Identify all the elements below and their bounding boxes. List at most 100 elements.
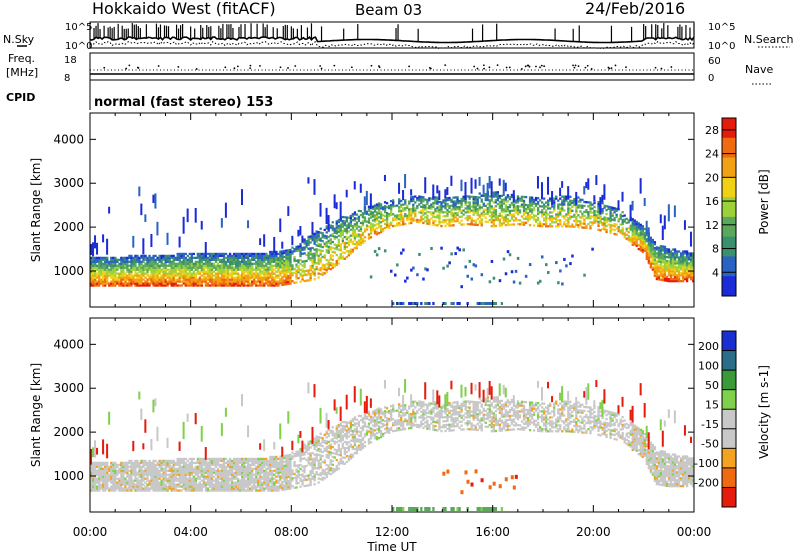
power-cell — [196, 264, 200, 267]
velocity-cell — [172, 467, 175, 470]
power-cell — [685, 274, 689, 277]
power-cell — [104, 284, 107, 287]
power-cell — [164, 280, 167, 283]
nave-dot — [625, 66, 627, 69]
power-cell — [232, 278, 236, 281]
power-cell — [319, 243, 322, 246]
velocity-cell — [162, 479, 165, 482]
power-cell — [547, 271, 550, 275]
power-cell — [210, 270, 214, 273]
power-cell — [257, 262, 260, 265]
power-cell — [394, 216, 397, 219]
velocity-cell — [128, 479, 131, 482]
power-cell — [510, 195, 514, 199]
power-cell — [645, 234, 648, 237]
power-cell — [150, 258, 153, 261]
velocity-cell — [130, 467, 133, 470]
power-cell — [369, 222, 373, 225]
power-cell — [249, 274, 252, 277]
power-cell — [510, 201, 514, 205]
power-cell — [400, 199, 403, 203]
velocity-cell — [168, 461, 171, 465]
velocity-cell — [108, 469, 111, 472]
power-cell — [627, 221, 630, 224]
power-cell — [136, 260, 139, 263]
power-cell — [224, 260, 228, 263]
power-cell — [142, 278, 145, 281]
power-cell — [196, 268, 200, 271]
nave-dot — [535, 65, 537, 68]
power-cell — [627, 219, 630, 222]
power-cell — [327, 245, 330, 248]
power-cell — [184, 264, 187, 267]
power-cell — [530, 204, 534, 207]
power-cell — [204, 278, 208, 281]
power-cell — [152, 280, 155, 283]
power-cell — [567, 201, 570, 204]
power-cell — [255, 262, 258, 265]
power-cell — [150, 280, 153, 283]
velocity-cell — [160, 461, 163, 465]
power-cell — [420, 199, 423, 203]
power-cell — [142, 264, 145, 267]
velocity-cell — [172, 469, 175, 472]
power-cell — [502, 257, 506, 261]
power-cell — [567, 205, 570, 208]
velocity-cell — [96, 463, 99, 466]
velocity-cell — [178, 459, 181, 463]
power-cell — [567, 223, 570, 226]
power-cell — [94, 264, 97, 267]
velocity-cell — [154, 477, 157, 480]
power-cell — [681, 260, 685, 263]
power-cell — [192, 278, 195, 281]
power-cell — [667, 262, 671, 265]
velocity-cell — [170, 475, 173, 478]
velocity-cell — [98, 489, 101, 492]
power-cell — [265, 278, 268, 281]
power-cell — [269, 280, 272, 283]
power-cell — [230, 266, 234, 269]
power-cell — [339, 219, 342, 222]
power-cell — [396, 222, 399, 225]
velocity-cell — [188, 465, 191, 468]
power-cell — [202, 252, 206, 256]
power-cell — [277, 260, 280, 263]
velocity-cell — [192, 477, 195, 480]
power-cell — [321, 249, 324, 253]
power-cell — [355, 233, 359, 236]
power-cell — [653, 270, 657, 273]
velocity-cell — [182, 475, 185, 478]
power-cell — [416, 220, 419, 224]
power-cell — [317, 268, 320, 271]
power-cell — [420, 217, 423, 220]
velocity-cell — [138, 489, 141, 492]
nave-dot — [573, 66, 576, 69]
power-cell — [238, 268, 242, 271]
power-cell — [583, 226, 586, 229]
velocity-cell — [210, 479, 214, 482]
power-cell — [410, 302, 413, 305]
power-cell — [667, 254, 671, 257]
power-cell — [464, 201, 467, 204]
velocity-cell — [152, 487, 155, 490]
power-cell — [200, 254, 204, 258]
power-cell — [204, 242, 207, 258]
power-cell — [234, 284, 238, 287]
power-cell — [94, 235, 97, 249]
power-cell — [522, 195, 526, 199]
power-cell — [114, 270, 117, 273]
power-cell — [311, 258, 314, 262]
power-cell — [265, 262, 268, 265]
velocity-cell — [92, 465, 95, 468]
power-cell — [301, 274, 304, 277]
power-cell — [536, 222, 540, 226]
velocity-cell — [128, 485, 131, 488]
power-cell — [371, 211, 375, 214]
power-cell — [186, 258, 189, 261]
velocity-cell — [104, 489, 107, 492]
power-cell — [218, 280, 222, 283]
power-cell — [234, 252, 238, 256]
power-cell — [631, 239, 634, 243]
power-cell — [116, 276, 119, 279]
power-cell — [683, 264, 687, 267]
